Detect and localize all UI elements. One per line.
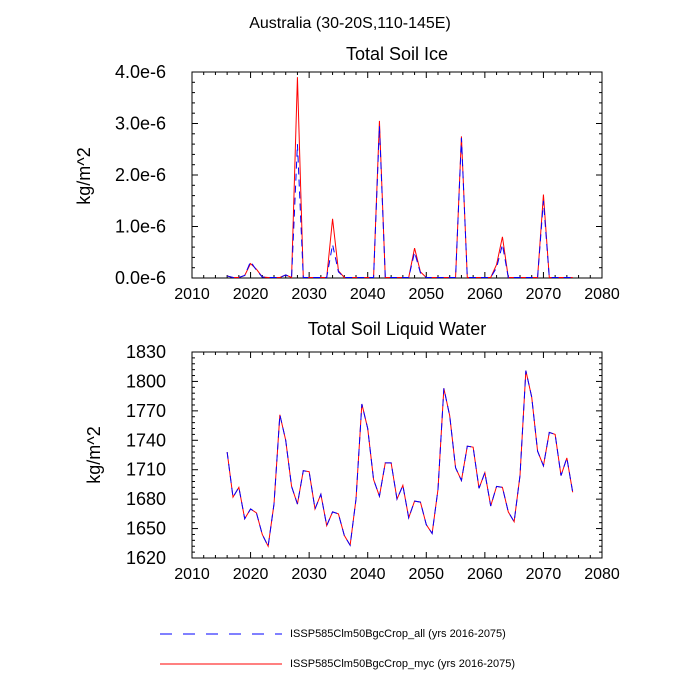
soil-ice-ytick-label: 4.0e-6 [115,62,166,82]
soil-liquid-water-ytick-label: 1650 [126,519,166,539]
soil-ice-ytick-label: 3.0e-6 [115,114,166,134]
soil-liquid-water-panel: Total Soil Liquid Water kg/m^2 2010 2020 2… [84,319,620,583]
soil-ice-xtick-label: 2040 [350,286,386,303]
soil-liquid-water-ytick-label: 1710 [126,460,166,480]
soil-liquid-water-xtick-label: 2080 [584,566,620,583]
soil-liquid-water-ticks: 2010 2020 2030 2040 2050 2060 2070 2080 1620 1650… [126,342,620,583]
soil-liquid-water-ytick-label: 1620 [126,548,166,568]
soil-liquid-water-xtick-label: 2030 [291,566,327,583]
soil-liquid-water-series [226,370,574,548]
soil-ice-xtick-label: 2030 [291,286,327,303]
soil-liquid-water-ytick-label: 1800 [126,371,166,391]
soil-liquid-water-xtick-label: 2040 [350,566,386,583]
soil-ice-ytick-label: 0.0e-6 [115,268,166,288]
legend-lines [160,633,282,665]
soil-ice-xtick-label: 2070 [526,286,562,303]
soil-ice-ytick-label: 1.0e-6 [115,217,166,237]
soil-ice-xtick-label: 2020 [233,286,269,303]
soil-liquid-water-ytick-label: 1830 [126,342,166,362]
soil-ice-xtick-label: 2010 [174,286,210,303]
figure-suptitle: Australia (30-20S,110-145E) [249,15,451,32]
soil-liquid-water-ytick-label: 1680 [126,489,166,509]
soil-ice-series-all-line [227,126,573,279]
soil-liquid-water-xtick-label: 2070 [526,566,562,583]
soil-liquid-water-xtick-label: 2010 [174,566,210,583]
soil-liquid-water-plot-frame [191,351,603,559]
soil-ice-series [227,77,573,279]
soil-ice-ytick-label: 2.0e-6 [115,165,166,185]
soil-liquid-water-ytick-label: 1770 [126,401,166,421]
soil-liquid-water-ytick-label: 1740 [126,430,166,450]
soil-liquid-water-xtick-label: 2060 [467,566,503,583]
soil-liquid-water-ylabel: kg/m^2 [84,426,104,483]
soil-ice-panel: Total Soil Ice kg/m^2 2010 2020 2030 2040 20… [74,44,620,303]
soil-liquid-water-title: Total Soil Liquid Water [308,319,486,339]
soil-ice-xtick-label: 2060 [467,286,503,303]
soil-ice-ylabel: kg/m^2 [74,147,94,204]
soil-liquid-water-xtick-label: 2020 [233,566,269,583]
soil-ice-xtick-label: 2050 [408,286,444,303]
soil-liquid-water-series-all-line [226,370,574,548]
soil-ice-series-myc-line [227,77,573,279]
soil-liquid-water-xtick-label: 2050 [408,566,444,583]
soil-ice-ticks: 2010 2020 2030 2040 2050 2060 2070 2080 0.0e-6 1.… [115,62,620,303]
soil-ice-xtick-label: 2080 [584,286,620,303]
soil-ice-title: Total Soil Ice [346,44,448,64]
soil-ice-plot-frame [191,71,603,279]
